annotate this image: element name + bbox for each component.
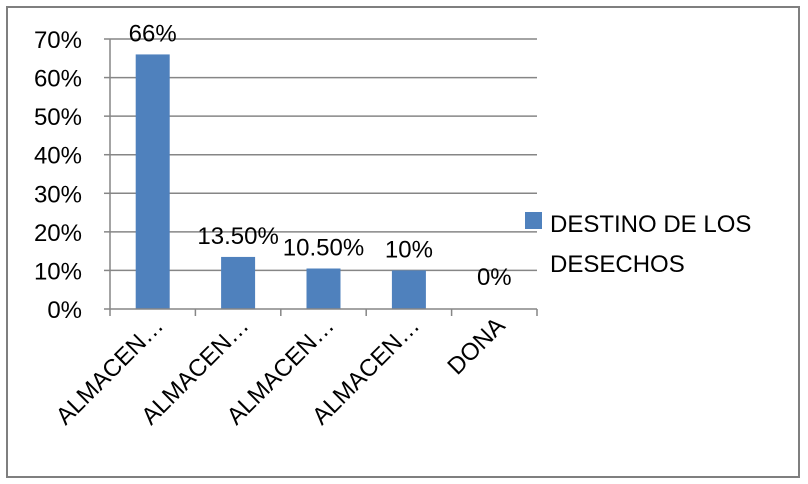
bar: [135, 54, 170, 309]
data-label: 0%: [477, 264, 512, 291]
y-tick-label: 20%: [34, 220, 82, 247]
data-label: 10%: [385, 236, 433, 263]
x-tick-labels: ALMACEN…ALMACEN…ALMACEN…ALMACEN… DONA: [51, 312, 511, 430]
y-tick-label: 0%: [47, 297, 82, 324]
y-tick-labels: 0% 10% 20% 30% 40% 50% 60% 70%: [34, 27, 82, 324]
bars: [135, 54, 426, 309]
y-tick-label: 40%: [34, 143, 82, 170]
data-labels: 66% 13.50% 10.50% 10% 0%: [129, 20, 512, 291]
y-tick-label: 30%: [34, 181, 82, 208]
legend-label-line-2: DESECHOS: [550, 251, 685, 278]
data-label: 13.50%: [197, 223, 278, 250]
axes: [109, 39, 538, 316]
legend: DESTINO DE LOS DESECHOS: [525, 211, 751, 278]
bar: [221, 256, 256, 309]
bar: [306, 268, 341, 309]
y-tick-label: 10%: [34, 258, 82, 285]
bar: [391, 270, 426, 309]
x-tick-label: DONA: [442, 312, 510, 380]
legend-swatch: [525, 212, 542, 229]
data-label: 10.50%: [283, 235, 364, 262]
gridlines: [104, 38, 537, 310]
y-tick-label: 60%: [34, 66, 82, 93]
y-tick-label: 50%: [34, 104, 82, 131]
y-tick-label: 70%: [34, 27, 82, 54]
legend-label-line-1: DESTINO DE LOS: [550, 211, 751, 238]
data-label: 66%: [129, 20, 177, 47]
